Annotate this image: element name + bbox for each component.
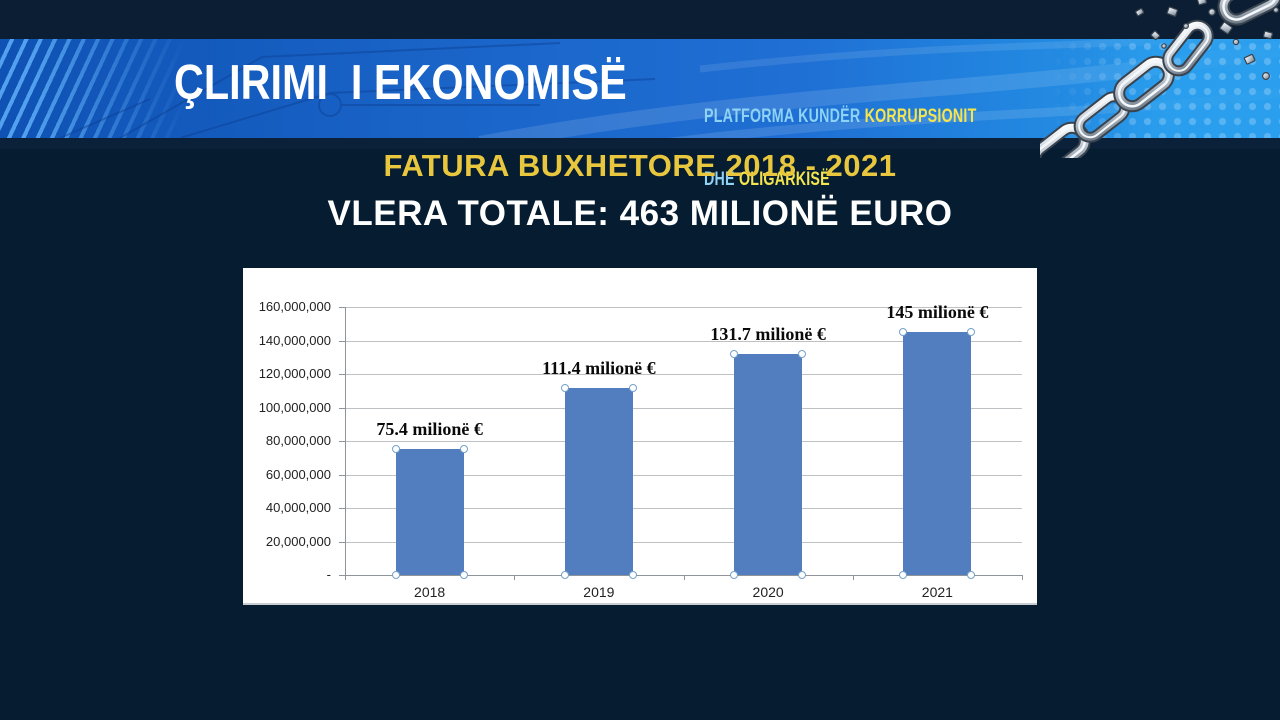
x-axis-tick [514, 575, 516, 580]
subtitle-text: PLATFORMA KUNDËR [704, 106, 865, 127]
y-axis-tick-label: 80,000,000 [265, 433, 331, 448]
bar-value-label: 131.7 milionë € [710, 324, 826, 345]
selection-handle [459, 571, 468, 579]
selection-handle [628, 384, 637, 393]
selection-handle [560, 384, 569, 393]
broken-chain-icon [1040, 0, 1280, 158]
x-axis-tick [1022, 575, 1023, 580]
bar-2020 [734, 354, 803, 575]
x-axis-tick [852, 575, 854, 580]
chain-links [1040, 0, 1280, 158]
subtitle-text: DHE [704, 169, 739, 190]
y-axis-tick-label: - [326, 567, 331, 582]
x-axis-label: 2019 [583, 584, 615, 600]
y-axis-tick [339, 575, 345, 576]
selection-handle [730, 350, 739, 359]
slide-subtitle: VLERA TOTALE: 463 MILIONË EURO [327, 194, 953, 233]
bar-chart: - 20,000,000 40,000,000 60,000,000 80,000,00… [243, 268, 1037, 603]
y-axis-tick [339, 407, 345, 409]
y-axis-tick-label: 120,000,000 [258, 366, 331, 381]
subtitle-highlight: KORRUPSIONIT [864, 106, 977, 127]
bar-value-label: 111.4 milionë € [542, 358, 656, 379]
chain-fragments [1135, 0, 1280, 80]
selection-handle [628, 571, 637, 579]
bar-2019 [564, 388, 633, 575]
bar-value-label: 145 milionë € [886, 302, 989, 323]
y-axis-tick [339, 340, 345, 342]
gridline [345, 541, 1022, 543]
y-axis-line [345, 307, 346, 575]
x-axis-label: 2018 [414, 584, 446, 600]
gridline [345, 474, 1022, 476]
y-axis-tick-label: 140,000,000 [258, 332, 331, 348]
banner-subtitle-line1: PLATFORMA KUNDËR KORRUPSIONIT [704, 106, 977, 127]
selection-handle [967, 328, 976, 337]
selection-handle [899, 571, 908, 579]
y-axis-tick-label: 160,000,000 [258, 299, 331, 314]
chart-panel: - 20,000,000 40,000,000 60,000,000 80,000,00… [243, 268, 1037, 605]
selection-handle [391, 444, 400, 453]
y-axis-tick [339, 541, 345, 543]
bar-value-label: 75.4 milionë € [376, 418, 483, 439]
gridline [345, 307, 1022, 308]
y-axis-tick [339, 508, 345, 509]
bar-2018 [395, 448, 464, 575]
y-axis-tick [339, 441, 345, 442]
slide-title: FATURA BUXHETORE 2018 - 2021 [383, 148, 897, 183]
selection-handle [560, 571, 569, 579]
selection-handle [899, 328, 908, 337]
diagonal-stripes [0, 39, 195, 138]
selection-handle [730, 571, 739, 579]
y-axis-tick [339, 307, 345, 308]
top-strip [0, 0, 1280, 39]
header-banner: ÇLIRIMI I EKONOMISË PLATFORMA KUNDËR KOR… [0, 39, 1280, 190]
y-axis-tick-label: 100,000,000 [258, 399, 331, 415]
x-axis-tick [345, 575, 346, 580]
y-axis-tick-label: 60,000,000 [265, 466, 331, 482]
bar-2021 [903, 332, 972, 575]
circuit-pattern [59, 42, 656, 138]
y-axis-tick [339, 474, 345, 476]
selection-handle [967, 571, 976, 579]
subtitle-highlight: OLIGARKISË [738, 169, 830, 190]
banner-underline [0, 138, 1280, 149]
gridline [345, 407, 1022, 409]
selection-handle [391, 571, 400, 579]
gridline [345, 441, 1022, 442]
selection-handle [459, 444, 468, 453]
gridline [345, 340, 1022, 342]
selection-handle [798, 571, 807, 579]
y-axis-tick [339, 374, 345, 375]
gridline [345, 374, 1022, 375]
x-axis-tick [683, 575, 685, 580]
gridline [345, 508, 1022, 509]
x-axis-label: 2020 [752, 584, 784, 600]
banner-subtitle: PLATFORMA KUNDËR KORRUPSIONIT DHE OLIGAR… [704, 64, 977, 232]
selection-handle [798, 350, 807, 359]
y-axis-tick-label: 40,000,000 [265, 500, 331, 515]
banner-title: ÇLIRIMI I EKONOMISË [174, 54, 627, 110]
banner-subtitle-line2: DHE OLIGARKISË [704, 169, 977, 190]
x-axis-label: 2021 [921, 584, 953, 600]
y-axis-tick-label: 20,000,000 [265, 533, 331, 549]
